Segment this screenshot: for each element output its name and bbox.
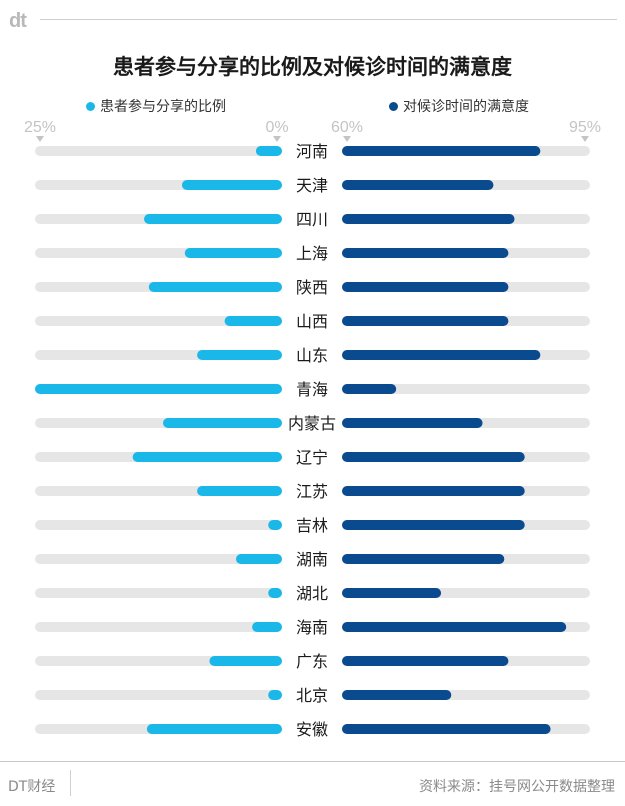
category-label: 四川: [296, 210, 328, 229]
category-label: 上海: [296, 244, 328, 263]
category-label: 山西: [296, 312, 328, 331]
axis-tick-marker: [343, 136, 351, 142]
category-label: 湖北: [296, 584, 328, 603]
category-label: 河南: [296, 142, 328, 161]
footer-divider: [0, 761, 625, 762]
axis-tick-marker: [581, 136, 589, 142]
legend-right-label: 对候诊时间的满意度: [403, 99, 529, 115]
category-label: 内蒙古: [288, 414, 336, 433]
legend-right: 对候诊时间的满意度: [389, 96, 529, 116]
category-label: 海南: [296, 618, 328, 637]
left-axis-zero-label: 0%: [265, 119, 288, 136]
category-label: 辽宁: [296, 448, 328, 467]
right-axis-min-label: 60%: [331, 119, 363, 136]
category-label: 青海: [296, 380, 328, 399]
category-label: 湖南: [296, 550, 328, 569]
chart-title: 患者参与分享的比例及对候诊时间的满意度: [113, 55, 512, 79]
right-axis-max-label: 95%: [569, 119, 601, 136]
footer-separator: [70, 770, 71, 796]
legend-left-label: 患者参与分享的比例: [100, 99, 226, 115]
category-label: 北京: [296, 686, 328, 705]
axis-tick-marker: [36, 136, 44, 142]
legend-left-swatch: [86, 101, 95, 111]
footer-source: 资料来源：挂号网公开数据整理: [419, 779, 615, 795]
category-label: 山东: [296, 346, 328, 365]
chart-canvas: 25% 0% 60% 95% 河南天津四川上海陕西山西山东青海内蒙古辽宁江苏吉林湖南湖北…: [24, 119, 601, 739]
category-label: 安徽: [296, 720, 328, 739]
legend-left: 患者参与分享的比例: [86, 96, 226, 116]
footer-brand: DT财经: [8, 779, 56, 795]
category-label: 陕西: [296, 278, 328, 297]
axis-tick-marker: [273, 136, 281, 142]
left-axis-max-label: 25%: [24, 119, 56, 136]
brand-logo: dt: [9, 10, 27, 32]
category-label: 天津: [296, 176, 328, 195]
legend-right-swatch: [389, 101, 398, 111]
category-label: 江苏: [296, 482, 328, 501]
category-label: 广东: [296, 652, 328, 671]
category-label: 吉林: [296, 516, 328, 535]
header-divider: [40, 19, 617, 20]
